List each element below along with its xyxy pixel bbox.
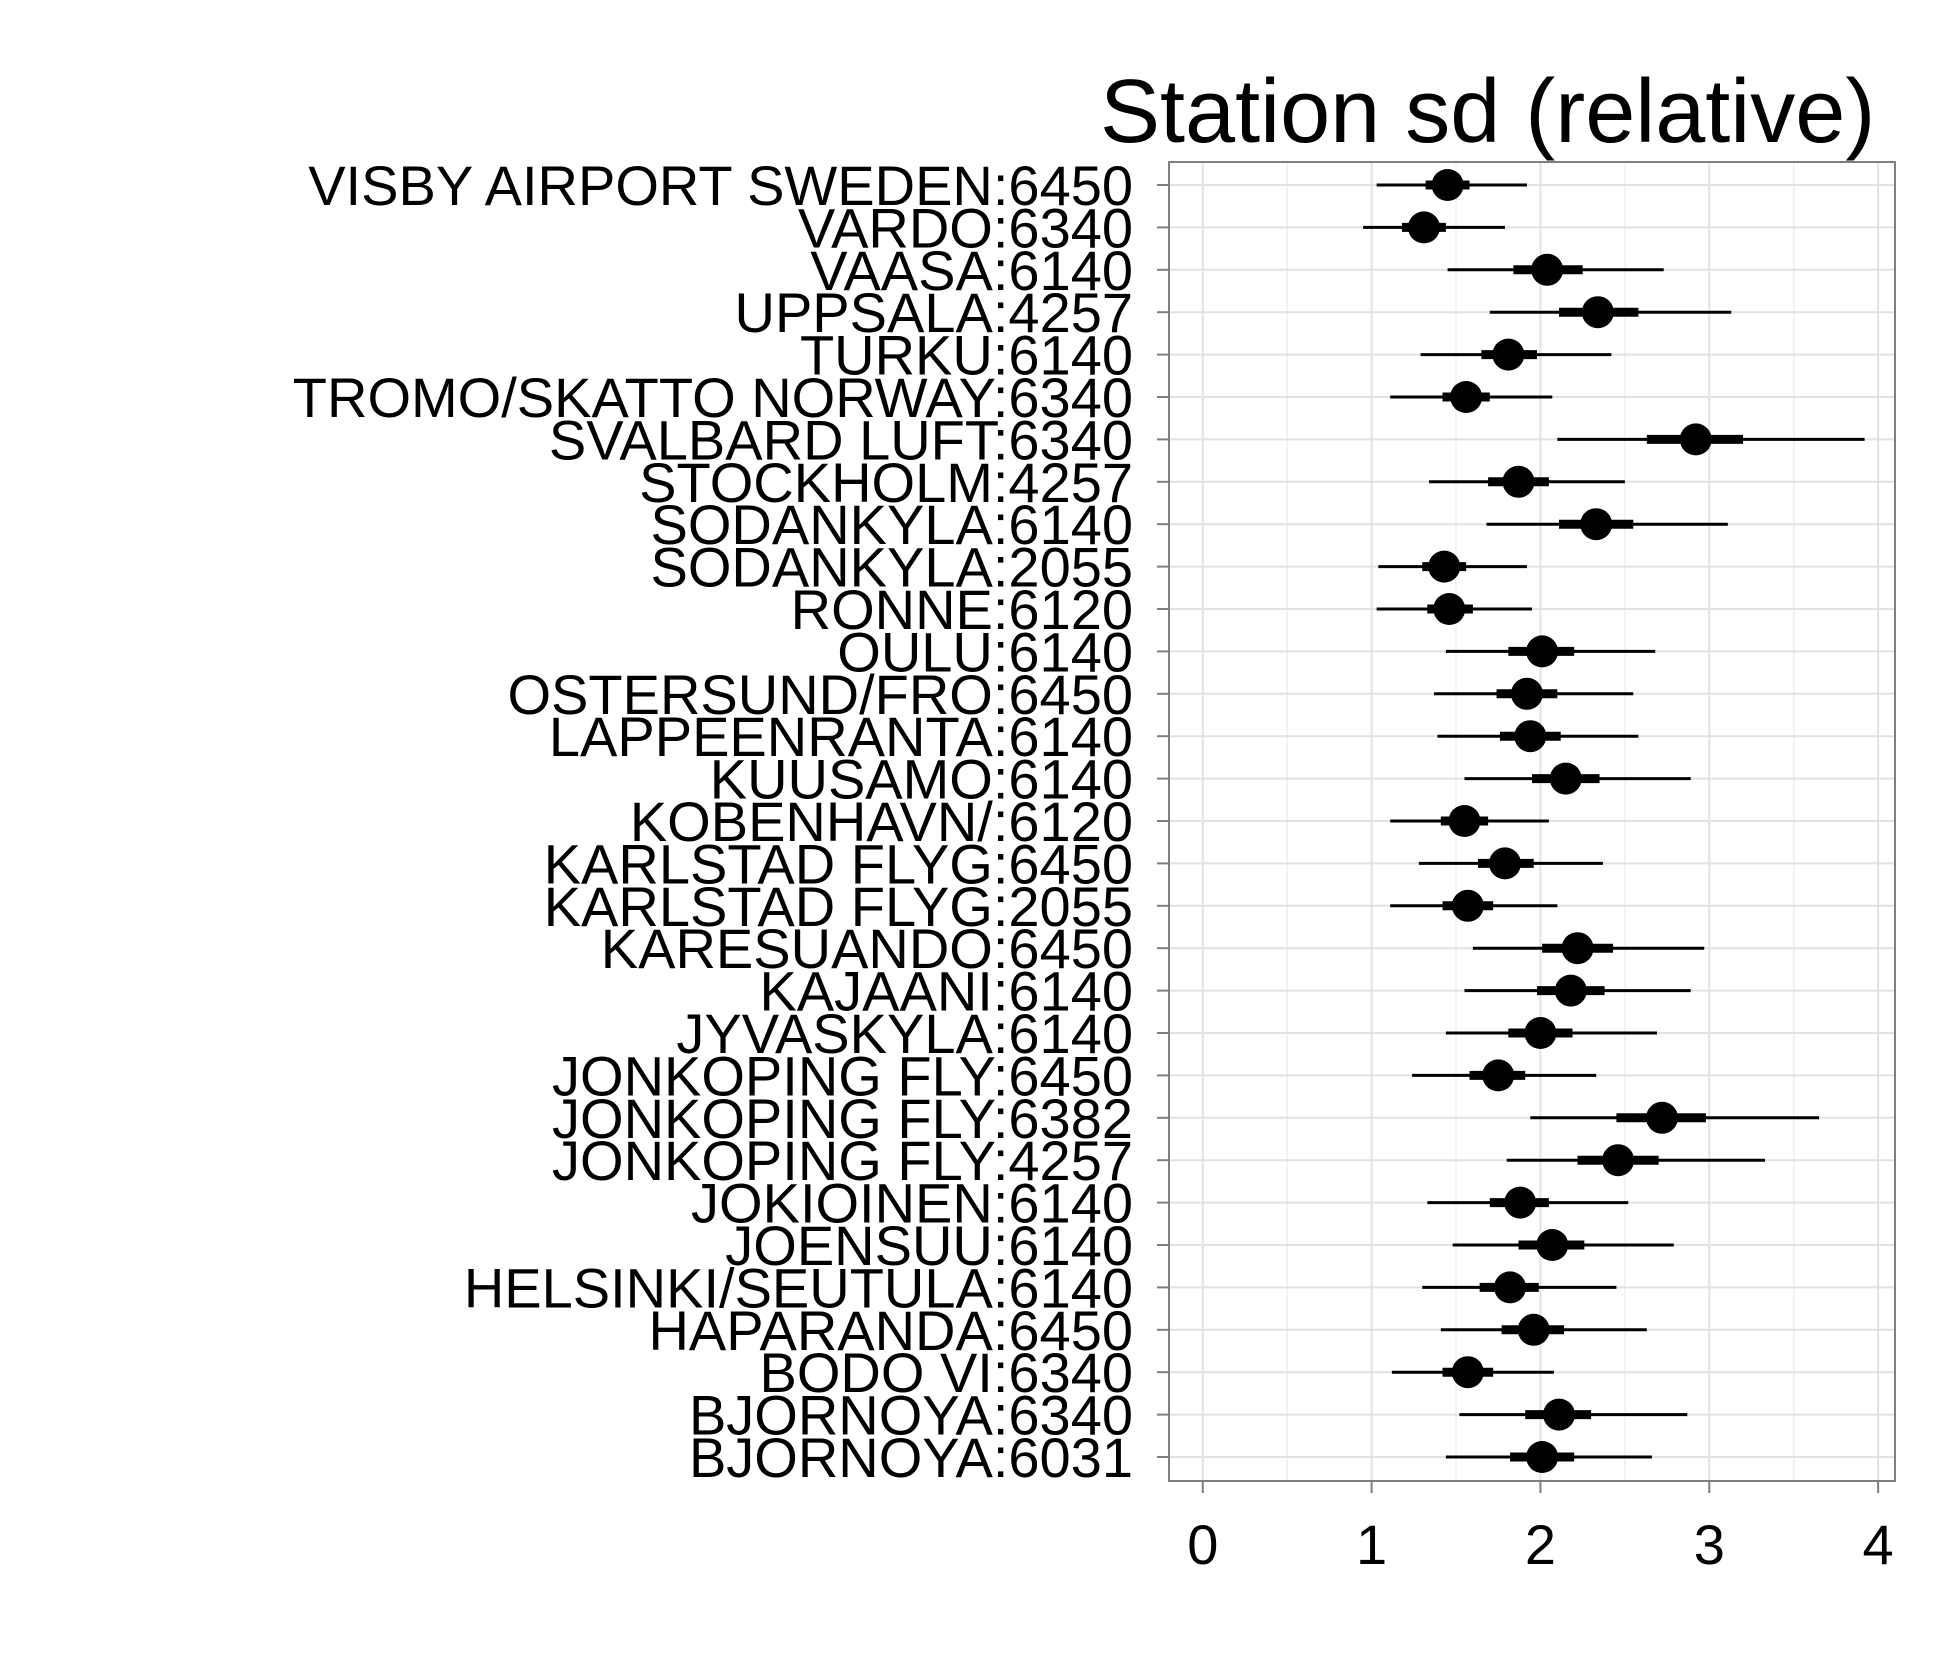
estimate-point xyxy=(1504,1186,1537,1219)
estimate-point xyxy=(1428,550,1461,583)
x-tick-label: 3 xyxy=(1694,1513,1725,1576)
estimate-point xyxy=(1561,932,1594,965)
estimate-point xyxy=(1517,1313,1550,1346)
estimate-point xyxy=(1524,1017,1557,1049)
estimate-point xyxy=(1543,1398,1576,1431)
estimate-point xyxy=(1494,1271,1527,1304)
x-tick-label: 4 xyxy=(1863,1513,1894,1576)
y-tick-label: JONKOPING FLY:4257 xyxy=(552,1129,1133,1192)
estimate-points xyxy=(1407,169,1712,1473)
estimate-point xyxy=(1448,805,1481,837)
y-tick-label: BJORNOYA:6031 xyxy=(689,1426,1133,1489)
estimate-point xyxy=(1531,253,1564,286)
y-tick-label: SVALBARD LUFT:6340 xyxy=(549,408,1133,471)
x-tick-label: 0 xyxy=(1187,1513,1218,1576)
y-tick-label: JOENSUU:6140 xyxy=(725,1214,1133,1277)
y-tick-label: KARLSTAD FLYG:6450 xyxy=(544,832,1133,895)
estimate-point xyxy=(1433,593,1466,625)
y-tick-label: BJORNOYA:6340 xyxy=(689,1384,1133,1447)
estimate-point xyxy=(1536,1229,1569,1261)
y-tick-label: OULU:6140 xyxy=(837,620,1133,683)
estimate-point xyxy=(1510,677,1543,710)
estimate-point xyxy=(1602,1144,1635,1177)
y-tick-label: JONKOPING FLY:6382 xyxy=(552,1087,1133,1150)
y-tick-label: OSTERSUND/FRO:6450 xyxy=(508,663,1134,726)
chart-title: Station sd (relative) xyxy=(1100,62,1875,162)
estimate-point xyxy=(1431,169,1464,201)
y-tick-label: KAJAANI:6140 xyxy=(759,960,1133,1023)
estimate-point xyxy=(1451,889,1484,922)
estimate-point xyxy=(1451,1356,1484,1389)
y-tick-label: JOKIOINEN:6140 xyxy=(691,1172,1133,1235)
estimate-point xyxy=(1526,1441,1559,1473)
y-tick-label: SODANKYLA:6140 xyxy=(651,493,1133,556)
y-tick-label: BODO VI:6340 xyxy=(759,1341,1133,1404)
y-axis: VISBY AIRPORT SWEDEN:6450VARDO:6340VAASA… xyxy=(293,154,1169,1489)
x-tick-label: 2 xyxy=(1525,1513,1556,1576)
y-tick-label: KARLSTAD FLYG:2055 xyxy=(544,875,1133,938)
y-tick-label: TURKU:6140 xyxy=(800,324,1133,387)
estimate-point xyxy=(1549,762,1582,795)
y-tick-label: VAASA:6140 xyxy=(810,239,1133,302)
y-tick-label: UPPSALA:4257 xyxy=(735,281,1133,344)
estimate-point xyxy=(1581,296,1614,329)
y-tick-label: KARESUANDO:6450 xyxy=(601,917,1133,980)
y-tick-label: HAPARANDA:6450 xyxy=(648,1299,1133,1362)
y-tick-label: SODANKYLA:2055 xyxy=(651,536,1133,599)
estimate-point xyxy=(1488,847,1521,880)
y-tick-label: KOBENHAVN/:6120 xyxy=(630,790,1133,853)
y-tick-label: HELSINKI/SEUTULA:6140 xyxy=(464,1256,1133,1319)
y-tick-label: JYVASKYLA:6140 xyxy=(676,1002,1133,1065)
estimate-point xyxy=(1502,465,1535,498)
y-tick-label: LAPPEENRANTA:6140 xyxy=(549,705,1133,768)
estimate-point xyxy=(1679,423,1712,456)
y-tick-label: VARDO:6340 xyxy=(798,196,1133,259)
estimate-point xyxy=(1492,338,1525,371)
estimate-point xyxy=(1482,1059,1515,1092)
estimate-point xyxy=(1580,508,1613,541)
y-tick-label: VISBY AIRPORT SWEDEN:6450 xyxy=(308,154,1133,217)
x-axis: 0 1 2 3 4 xyxy=(1187,1481,1894,1576)
y-tick-label: TROMO/SKATTO NORWAY:6340 xyxy=(293,366,1133,429)
y-tick-label: JONKOPING FLY:6450 xyxy=(552,1044,1133,1107)
y-tick-label: KUUSAMO:6140 xyxy=(710,748,1133,811)
estimate-point xyxy=(1646,1101,1679,1134)
estimate-point xyxy=(1514,720,1547,753)
estimate-point xyxy=(1526,635,1559,668)
y-tick-label: STOCKHOLM:4257 xyxy=(639,451,1133,514)
estimate-point xyxy=(1554,974,1587,1007)
estimate-point xyxy=(1407,211,1440,244)
estimate-point xyxy=(1450,381,1483,413)
x-tick-label: 1 xyxy=(1356,1513,1387,1576)
y-tick-label: RONNE:6120 xyxy=(791,578,1133,641)
